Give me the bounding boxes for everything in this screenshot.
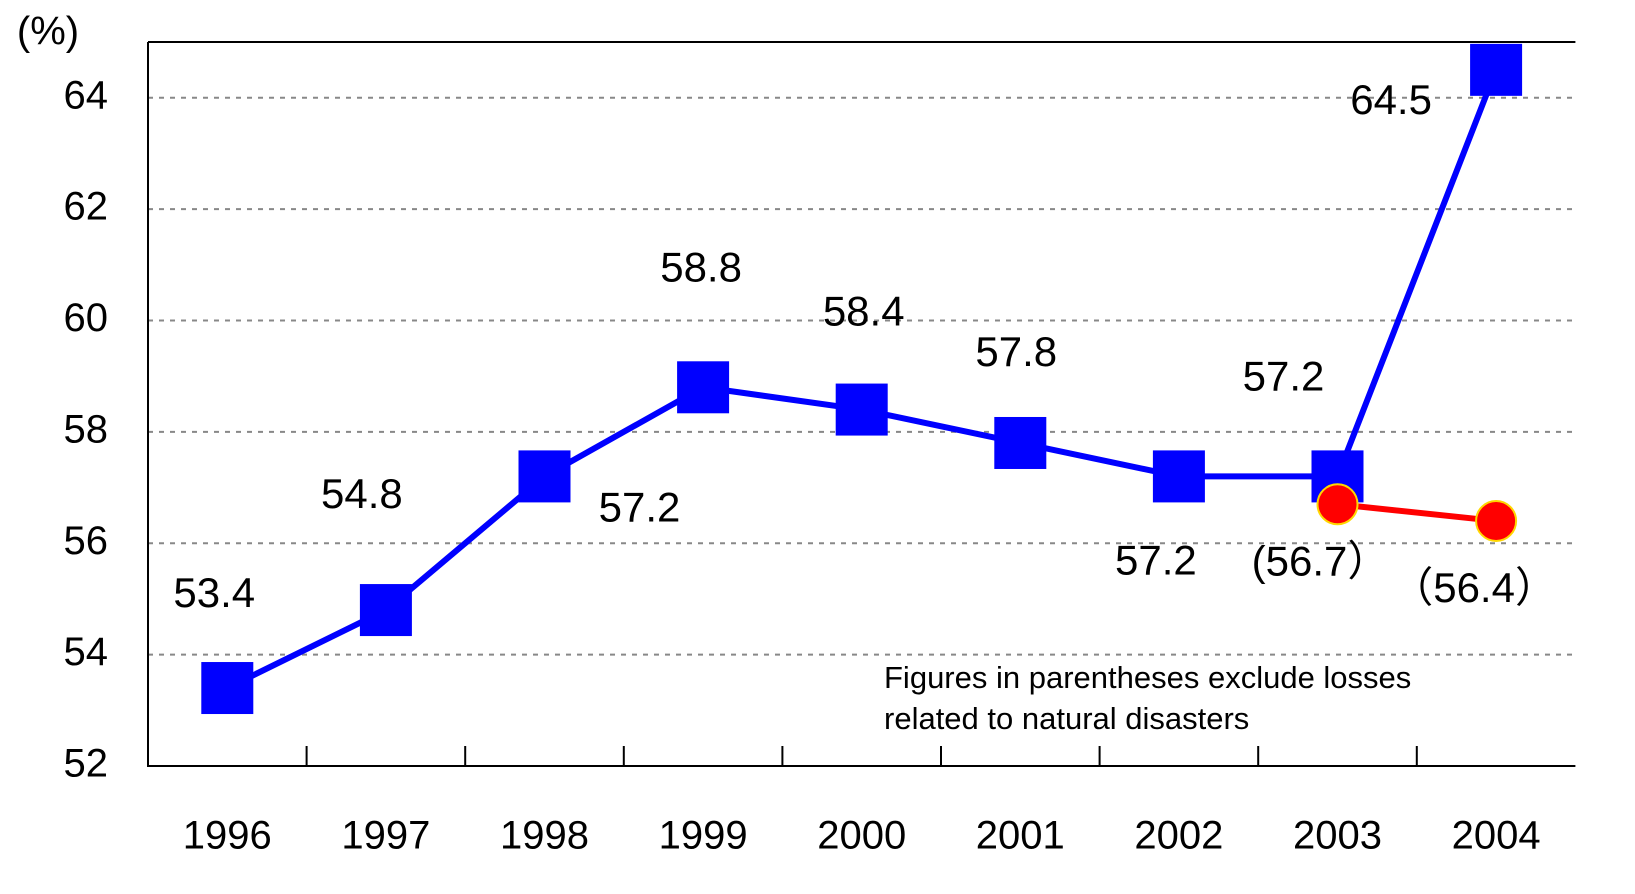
data-label: （56.4）	[1391, 564, 1557, 611]
series-line	[1337, 501, 1497, 524]
marker	[1470, 43, 1523, 96]
marker	[1316, 483, 1359, 526]
data-label: 58.8	[660, 243, 742, 290]
marker	[518, 450, 571, 503]
x-tick-label: 2002	[1134, 814, 1223, 858]
data-label: (56.7）	[1252, 537, 1390, 584]
data-label: 57.8	[975, 328, 1057, 375]
marker	[835, 383, 888, 436]
y-tick-label: 56	[64, 519, 109, 563]
x-tick-label: 2001	[976, 814, 1065, 858]
x-tick-label: 1996	[183, 814, 272, 858]
data-label: 53.4	[173, 569, 255, 616]
data-label: 58.4	[823, 288, 905, 335]
data-label: 57.2	[1243, 352, 1325, 399]
y-tick-label: 54	[64, 630, 109, 674]
data-label: 57.2	[1115, 536, 1197, 583]
x-tick-label: 1998	[500, 814, 589, 858]
marker	[677, 361, 730, 414]
marker	[994, 416, 1047, 469]
marker	[201, 662, 254, 715]
y-tick-label: 60	[64, 296, 109, 340]
x-tick-label: 2003	[1293, 814, 1382, 858]
marker	[1152, 450, 1205, 503]
marker	[359, 584, 412, 637]
y-tick-label: 62	[64, 185, 109, 229]
data-label: 54.8	[321, 470, 403, 517]
x-tick-label: 1999	[659, 814, 748, 858]
x-tick-label: 2000	[817, 814, 906, 858]
marker	[1475, 499, 1518, 542]
annotation: related to natural disasters	[884, 701, 1249, 736]
annotation: Figures in parentheses exclude losses	[884, 660, 1411, 695]
y-tick-label: 58	[64, 407, 109, 451]
data-label: 57.2	[599, 483, 681, 530]
x-tick-label: 2004	[1452, 814, 1541, 858]
x-tick-label: 1997	[341, 814, 430, 858]
y-tick-label: 52	[64, 742, 109, 786]
y-tick-label: 64	[64, 73, 109, 117]
data-label: 64.5	[1350, 76, 1432, 123]
y-axis-label: (%)	[17, 10, 79, 54]
